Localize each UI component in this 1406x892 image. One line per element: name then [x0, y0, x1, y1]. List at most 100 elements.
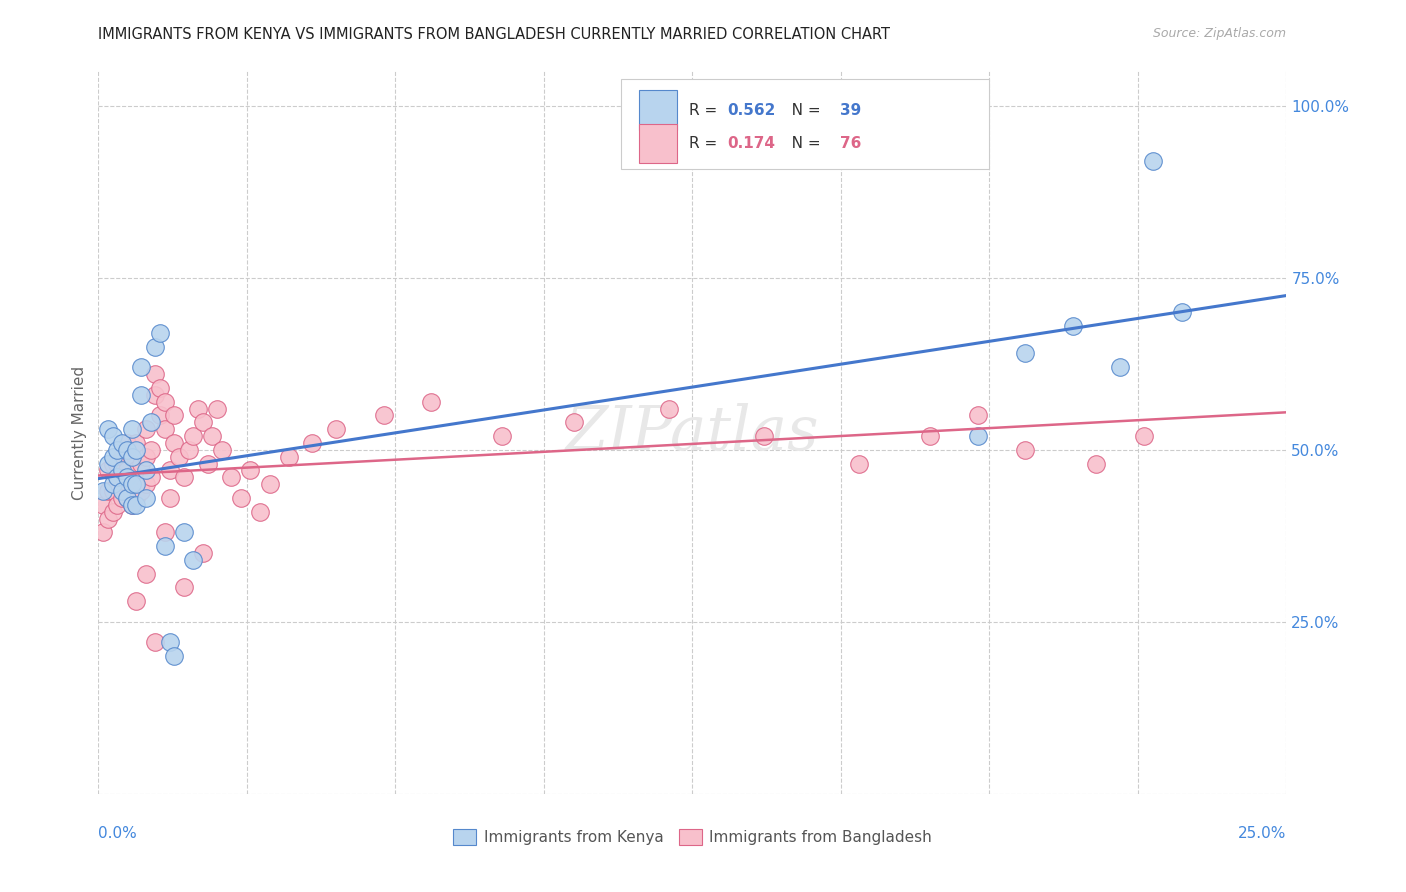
- Point: [966, 409, 988, 423]
- Point: [97, 463, 120, 477]
- Point: [658, 401, 681, 416]
- Point: [125, 442, 148, 457]
- Point: [207, 401, 229, 416]
- Point: [966, 429, 988, 443]
- Point: [107, 470, 129, 484]
- Point: [135, 566, 157, 581]
- Point: [91, 525, 114, 540]
- Point: [163, 409, 186, 423]
- Point: [135, 422, 157, 436]
- Point: [125, 594, 148, 608]
- Text: Source: ZipAtlas.com: Source: ZipAtlas.com: [1153, 27, 1286, 40]
- Point: [115, 491, 138, 505]
- Point: [187, 401, 209, 416]
- Point: [111, 436, 134, 450]
- Point: [135, 450, 157, 464]
- Point: [191, 546, 214, 560]
- Point: [149, 409, 172, 423]
- Point: [149, 381, 172, 395]
- Point: [491, 429, 513, 443]
- Point: [135, 491, 157, 505]
- Point: [121, 422, 143, 436]
- Point: [173, 470, 195, 484]
- Point: [167, 450, 190, 464]
- Point: [97, 511, 120, 525]
- Point: [163, 436, 186, 450]
- Point: [848, 457, 870, 471]
- Point: [249, 505, 271, 519]
- Point: [129, 457, 152, 471]
- Point: [153, 525, 176, 540]
- Point: [420, 394, 443, 409]
- Point: [145, 340, 167, 354]
- Point: [1014, 442, 1036, 457]
- Point: [129, 484, 152, 499]
- Point: [259, 477, 281, 491]
- Point: [125, 491, 148, 505]
- Point: [301, 436, 323, 450]
- Point: [129, 388, 152, 402]
- Point: [111, 463, 134, 477]
- Point: [101, 450, 124, 464]
- Point: [221, 470, 243, 484]
- Point: [125, 436, 148, 450]
- Point: [139, 442, 162, 457]
- Point: [562, 415, 585, 429]
- Point: [920, 429, 942, 443]
- Text: N =: N =: [776, 103, 825, 118]
- Point: [149, 326, 172, 340]
- Point: [183, 429, 205, 443]
- Point: [145, 635, 167, 649]
- Point: [145, 388, 167, 402]
- Point: [211, 442, 233, 457]
- Point: [125, 463, 148, 477]
- Point: [1142, 153, 1164, 168]
- Point: [111, 484, 134, 499]
- Point: [159, 635, 181, 649]
- Point: [115, 491, 138, 505]
- Point: [125, 477, 148, 491]
- Point: [159, 491, 181, 505]
- Text: IMMIGRANTS FROM KENYA VS IMMIGRANTS FROM BANGLADESH CURRENTLY MARRIED CORRELATIO: IMMIGRANTS FROM KENYA VS IMMIGRANTS FROM…: [98, 27, 890, 42]
- Point: [1085, 457, 1108, 471]
- Point: [115, 470, 138, 484]
- Point: [325, 422, 347, 436]
- Point: [125, 498, 148, 512]
- Point: [1171, 305, 1194, 319]
- Point: [752, 429, 775, 443]
- Point: [177, 442, 200, 457]
- Point: [229, 491, 252, 505]
- Text: N =: N =: [776, 136, 825, 151]
- Point: [97, 484, 120, 499]
- Point: [239, 463, 262, 477]
- Point: [91, 484, 114, 499]
- Point: [173, 581, 195, 595]
- Point: [1014, 346, 1036, 360]
- Point: [121, 477, 143, 491]
- Point: [111, 491, 134, 505]
- Point: [173, 525, 195, 540]
- Y-axis label: Currently Married: Currently Married: [72, 366, 87, 500]
- Point: [139, 415, 162, 429]
- Point: [1109, 360, 1132, 375]
- Point: [153, 422, 176, 436]
- Point: [97, 457, 120, 471]
- Point: [1133, 429, 1156, 443]
- Point: [121, 450, 143, 464]
- Point: [101, 429, 124, 443]
- Legend: Immigrants from Kenya, Immigrants from Bangladesh: Immigrants from Kenya, Immigrants from B…: [447, 823, 938, 851]
- Point: [101, 457, 124, 471]
- Point: [97, 422, 120, 436]
- Point: [111, 470, 134, 484]
- Point: [121, 477, 143, 491]
- Text: 0.562: 0.562: [727, 103, 775, 118]
- Text: R =: R =: [689, 103, 723, 118]
- Text: ZIPatlas: ZIPatlas: [565, 402, 820, 463]
- Text: 25.0%: 25.0%: [1239, 826, 1286, 841]
- Point: [277, 450, 299, 464]
- Point: [121, 498, 143, 512]
- Point: [139, 470, 162, 484]
- Point: [201, 429, 224, 443]
- Text: 0.174: 0.174: [727, 136, 775, 151]
- Point: [101, 484, 124, 499]
